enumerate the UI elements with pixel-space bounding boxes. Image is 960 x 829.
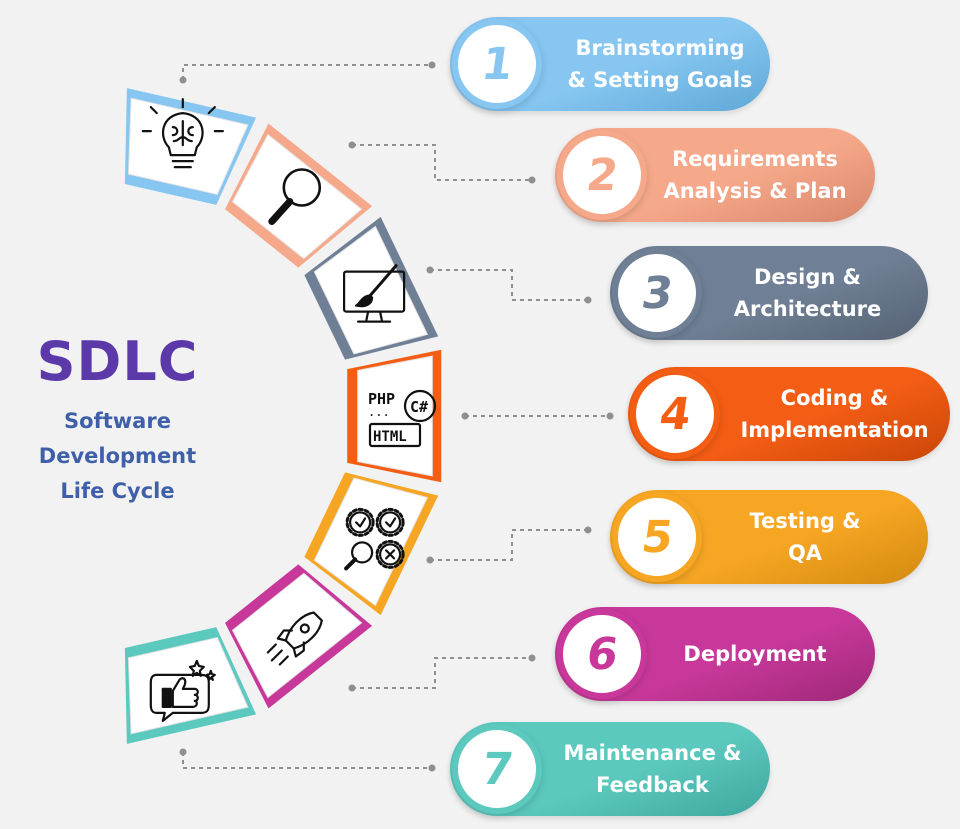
connector-line: [430, 269, 588, 301]
magnifier-icon: [268, 168, 322, 225]
connector-dot: [428, 764, 436, 772]
segment-face: [231, 133, 363, 260]
connector-dot: [428, 61, 436, 69]
segment-face: [127, 97, 249, 196]
wheel-segment-1: [124, 88, 257, 205]
step-1-number-badge: 1: [452, 19, 542, 109]
wheel-segment-2: [225, 123, 373, 268]
step-4-number-badge: 4: [630, 369, 720, 459]
step-label-line: Architecture: [733, 297, 882, 321]
step-label-line: Feedback: [596, 773, 709, 797]
php-text: PHP: [368, 390, 395, 408]
step-label-line: Requirements: [672, 147, 838, 171]
segment-face: [313, 477, 429, 607]
step-label-line: & Setting Goals: [567, 68, 753, 92]
step-label-line: Analysis & Plan: [663, 179, 847, 203]
step-number: 4: [656, 388, 694, 440]
csharp-text: C#: [410, 398, 428, 416]
thumbs-up-feedback-icon: [149, 659, 216, 723]
dots-text: ...: [368, 405, 390, 419]
code-languages-icon: PHP... C#HTML: [368, 389, 437, 448]
connector-dot: [348, 141, 356, 149]
segment-face: [127, 636, 249, 735]
connector-dot: [179, 748, 187, 756]
wheel-segment-7: [124, 627, 257, 744]
step-1-label: Brainstorming & Setting Goals: [565, 32, 755, 96]
connector-dot: [528, 654, 536, 662]
step-label-line: Design &: [754, 265, 861, 289]
connector-dot: [348, 684, 356, 692]
connector-line: [352, 144, 532, 181]
step-number: 1: [478, 38, 516, 90]
lightbulb-brain-icon: [141, 98, 224, 169]
connector-line: [182, 752, 432, 769]
connector-dot: [426, 556, 434, 564]
html-text: HTML: [373, 429, 407, 445]
rocket-icon: [266, 611, 323, 666]
connector-dot: [606, 412, 614, 420]
step-label-line: Coding &: [780, 386, 889, 410]
step-2-label: Requirements Analysis & Plan: [650, 143, 860, 207]
step-label-line: QA: [787, 541, 823, 565]
step-7-label: Maintenance & Feedback: [545, 737, 760, 801]
step-number: 2: [583, 149, 621, 201]
subtitle-line: Life Cycle: [60, 479, 175, 503]
step-number: 6: [583, 628, 621, 680]
wheel-segment-5: [304, 472, 439, 616]
step-3-number-badge: 3: [612, 248, 702, 338]
connector-line: [352, 657, 532, 689]
subtitle-line: Software: [64, 409, 171, 433]
subtitle-line: Development: [38, 444, 197, 468]
step-label-line: Implementation: [740, 418, 929, 442]
step-2-number-badge: 2: [557, 130, 647, 220]
step-label-line: Maintenance &: [563, 741, 742, 765]
connector-line: [182, 64, 432, 80]
step-5-number-badge: 5: [612, 492, 702, 582]
step-7-number-badge: 7: [452, 724, 542, 814]
segment-face: [231, 572, 363, 699]
connector-dot: [584, 526, 592, 534]
step-6-label: Deployment: [650, 638, 860, 670]
wheel-segment-4: PHP... C#HTML: [347, 349, 442, 483]
diagram-subtitle: Software Development Life Cycle: [10, 404, 225, 509]
step-3-label: Design & Architecture: [705, 261, 910, 325]
step-label-line: Deployment: [683, 642, 827, 666]
segment-face: [313, 225, 429, 355]
step-number: 7: [478, 743, 516, 795]
wheel-segment-6: [225, 564, 373, 709]
wheel-segment-3: [304, 216, 439, 360]
diagram-title: SDLC: [36, 330, 199, 393]
connector-dot: [584, 296, 592, 304]
connector-line: [430, 529, 588, 561]
step-4-label: Coding & Implementation: [722, 382, 947, 446]
gears-magnifier-icon: [344, 507, 405, 571]
step-6-number-badge: 6: [557, 609, 647, 699]
connector-dot: [461, 412, 469, 420]
connector-dot: [426, 266, 434, 274]
step-number: 5: [638, 511, 676, 563]
monitor-paintbrush-icon: [343, 264, 406, 323]
connector-dot: [179, 76, 187, 84]
step-5-label: Testing & QA: [705, 505, 905, 569]
step-label-line: Testing &: [749, 509, 861, 533]
connector-dot: [528, 176, 536, 184]
step-number: 3: [638, 267, 676, 319]
step-label-line: Brainstorming: [575, 36, 745, 60]
